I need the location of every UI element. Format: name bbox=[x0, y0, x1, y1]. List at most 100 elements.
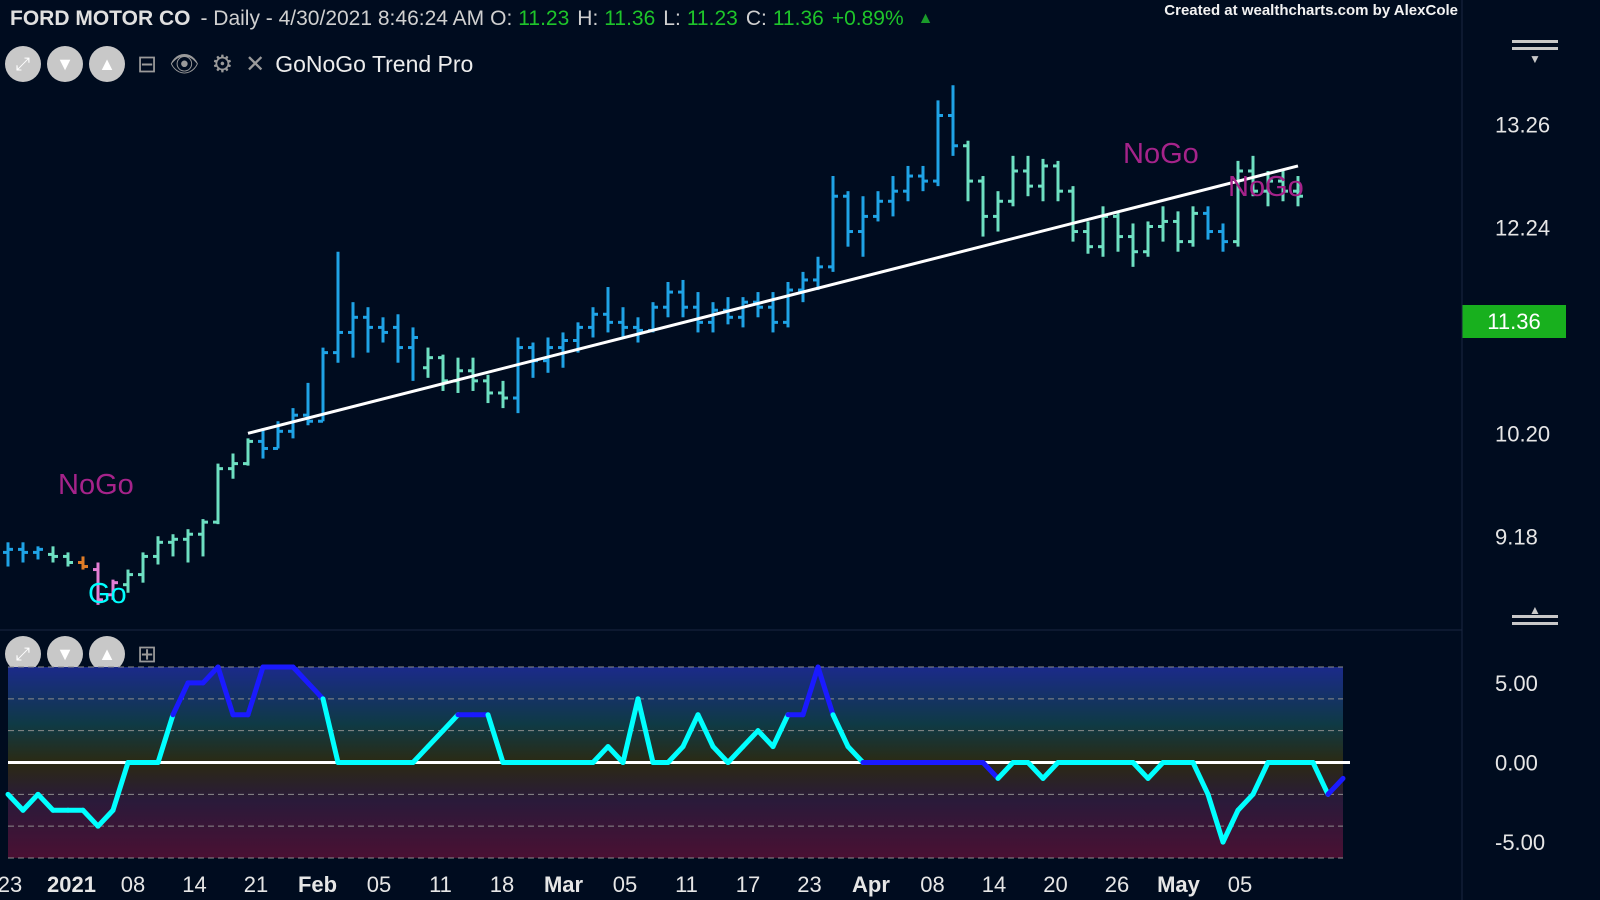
oscillator-segment bbox=[155, 712, 176, 765]
ohlc-bar bbox=[33, 546, 43, 560]
symbol-name: FORD MOTOR CO bbox=[10, 7, 191, 30]
high-value: 11.36 bbox=[604, 7, 656, 30]
ohlc-bar bbox=[558, 332, 568, 368]
ohlc-bar bbox=[1158, 206, 1168, 242]
move-down-button[interactable]: ▼ bbox=[47, 636, 83, 672]
oscillator-segment bbox=[755, 728, 776, 750]
open-value: 11.23 bbox=[518, 7, 570, 30]
oscillator-segment bbox=[20, 791, 41, 813]
annotation-label: NoGo bbox=[58, 469, 134, 501]
ohlc-bar bbox=[888, 176, 898, 217]
date-tick-label: Feb bbox=[298, 872, 337, 897]
ohlc-bar bbox=[918, 165, 928, 192]
annotation-label: Go bbox=[88, 578, 127, 610]
ohlc-bar bbox=[603, 287, 613, 333]
trendline bbox=[247, 164, 1299, 435]
ohlc-bar bbox=[1038, 158, 1048, 202]
ohlc-bar bbox=[633, 317, 643, 343]
date-tick-label: 05 bbox=[367, 872, 391, 897]
ohlc-bar bbox=[93, 562, 103, 605]
oscillator-segment bbox=[770, 712, 791, 750]
expand-icon: ⤢ bbox=[15, 54, 31, 74]
oscillator-segment bbox=[1130, 760, 1151, 781]
move-up-button[interactable]: ▲ bbox=[89, 636, 125, 672]
ohlc-bar bbox=[453, 357, 463, 393]
oscillator-tick-label: 0.00 bbox=[1495, 751, 1538, 776]
ohlc-bar bbox=[153, 536, 163, 565]
chart-header: FORD MOTOR CO - Daily - 4/30/2021 8:46:2… bbox=[10, 5, 933, 33]
annotation-label: NoGo bbox=[1123, 138, 1199, 170]
ohlc-bar bbox=[198, 519, 208, 557]
expand-button[interactable]: ⤢ bbox=[5, 46, 41, 82]
close-icon[interactable]: ✕ bbox=[245, 50, 266, 78]
date-tick-label: 2021 bbox=[47, 872, 96, 897]
oscillator-segment bbox=[1205, 791, 1226, 845]
ohlc-bar bbox=[258, 428, 268, 459]
price-tick-label: 12.24 bbox=[1495, 215, 1550, 240]
ohlc-bar bbox=[1083, 221, 1093, 254]
oscillator-segment bbox=[80, 807, 101, 829]
price-tick-label: 10.20 bbox=[1495, 421, 1550, 446]
ohlc-bar bbox=[213, 463, 223, 525]
ohlc-bar bbox=[738, 297, 748, 328]
last-price-tag: 11.36 bbox=[1462, 305, 1566, 338]
move-down-button[interactable]: ▼ bbox=[47, 46, 83, 82]
ohlc-bar bbox=[123, 569, 133, 593]
eye-icon[interactable]: 👁 bbox=[169, 50, 200, 78]
date-tick-label: May bbox=[1157, 872, 1201, 897]
date-tick-label: 05 bbox=[613, 872, 637, 897]
move-up-button[interactable]: ▲ bbox=[89, 46, 125, 82]
date-tick-label: 23 bbox=[0, 872, 22, 897]
date-tick-label: 21 bbox=[244, 872, 268, 897]
oscillator-segment bbox=[215, 664, 236, 718]
ohlc-bar bbox=[663, 281, 673, 318]
gear-icon[interactable]: ⚙ bbox=[211, 50, 234, 78]
date-tick-label: 20 bbox=[1043, 872, 1067, 897]
price-pane-toolbar: ⤢ ▼ ▲ ⊟ 👁 ⚙ ✕ GoNoGo Trend Pro bbox=[5, 46, 473, 82]
oscillator-segment bbox=[740, 728, 761, 750]
pane-menu-icon[interactable]: ▼ bbox=[1512, 40, 1558, 65]
ohlc-bar bbox=[978, 176, 988, 237]
add-icon[interactable]: ⊞ bbox=[137, 640, 158, 668]
credit-text: Created at wealthcharts.com by AlexCole bbox=[1164, 2, 1458, 19]
oscillator-segment bbox=[245, 664, 266, 718]
ohlc-bar bbox=[183, 529, 193, 563]
ohlc-bar bbox=[1293, 176, 1303, 207]
date-tick-label: 05 bbox=[1228, 872, 1252, 897]
chevron-up-icon: ▲ bbox=[98, 644, 116, 664]
ohlc-bar bbox=[948, 85, 958, 156]
ohlc-bar bbox=[828, 176, 838, 272]
date-tick-label: 23 bbox=[797, 872, 821, 897]
chevron-up-icon: ▲ bbox=[98, 54, 116, 74]
price-pane: NoGo NoGo NoGo Go bbox=[3, 85, 1304, 610]
ohlc-bar bbox=[783, 281, 793, 328]
ohlc-bar bbox=[618, 307, 628, 338]
ohlc-bar bbox=[378, 317, 388, 343]
ohlc-bar bbox=[168, 534, 178, 557]
oscillator-segment bbox=[710, 744, 731, 765]
minimize-icon[interactable]: ⊟ bbox=[137, 50, 158, 78]
ohlc-bar bbox=[63, 552, 73, 567]
oscillator-segment bbox=[320, 696, 341, 765]
ohlc-bar bbox=[108, 579, 118, 600]
ohlc-bar bbox=[513, 337, 523, 414]
oscillator-segment bbox=[830, 712, 851, 750]
ohlc-bar bbox=[138, 552, 148, 583]
indicator-name: GoNoGo Trend Pro bbox=[275, 50, 474, 77]
ohlc-bar bbox=[483, 374, 493, 404]
pane-resize-icon[interactable]: ▲ bbox=[1512, 604, 1558, 629]
date-tick-label: 08 bbox=[121, 872, 145, 897]
low-value: 11.23 bbox=[686, 7, 738, 30]
date-tick-label: 14 bbox=[982, 872, 1006, 897]
ohlc-bar bbox=[18, 542, 28, 563]
date-tick-label: 14 bbox=[182, 872, 206, 897]
ohlc-bar bbox=[933, 100, 943, 187]
date-tick-label: 08 bbox=[920, 872, 944, 897]
ohlc-bar bbox=[1113, 211, 1123, 252]
oscillator-segment bbox=[35, 791, 56, 813]
expand-button[interactable]: ⤢ bbox=[5, 636, 41, 672]
oscillator-segment bbox=[1220, 807, 1241, 845]
close-label: C: bbox=[745, 7, 767, 30]
ohlc-bar bbox=[333, 251, 343, 363]
